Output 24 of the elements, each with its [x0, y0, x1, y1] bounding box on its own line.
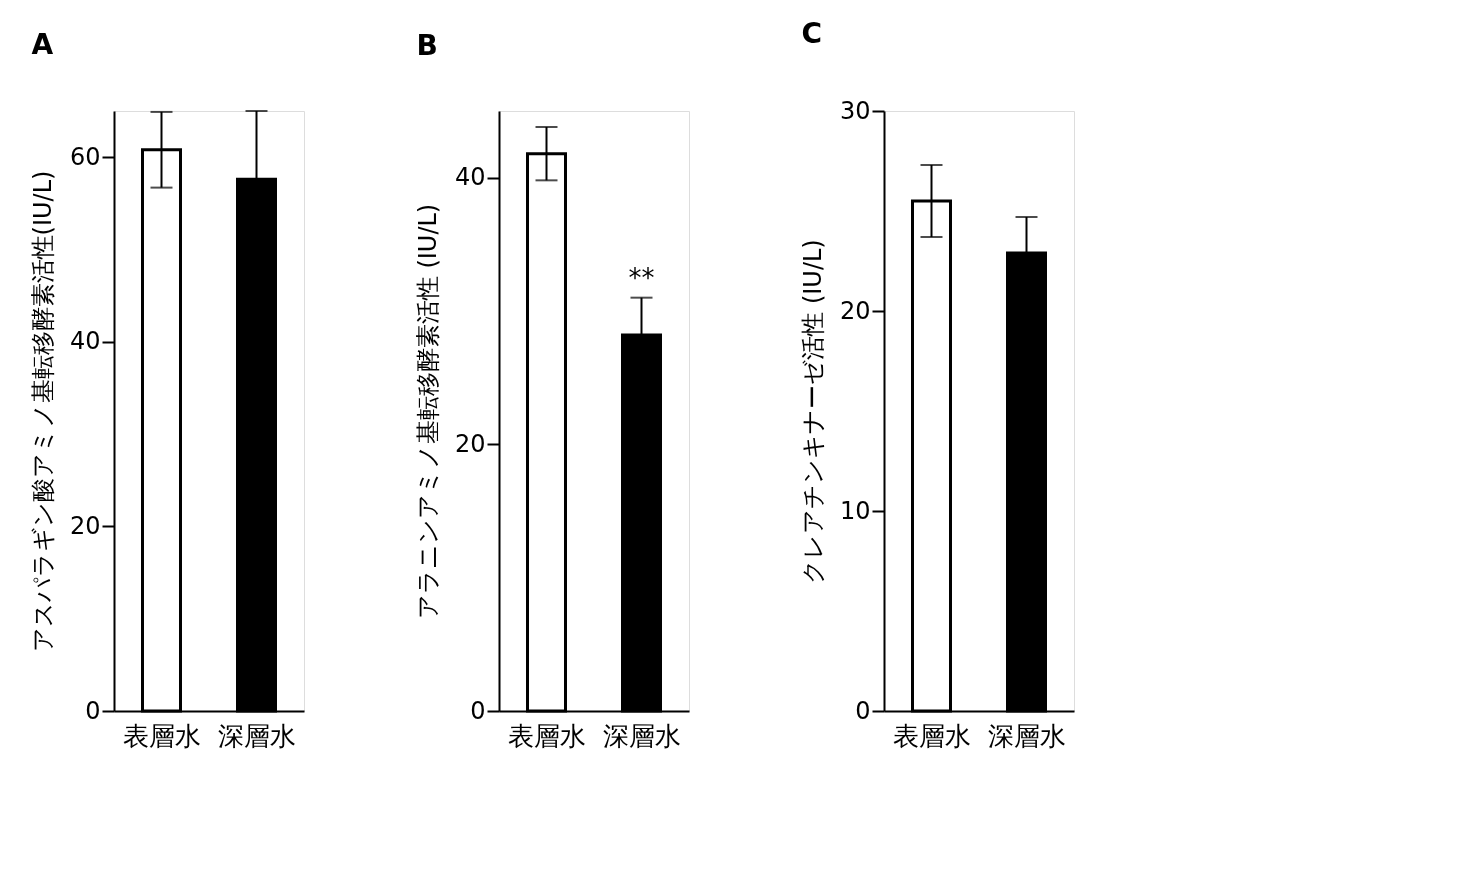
- x-tick-label: 表層水: [892, 720, 971, 751]
- chart-title: B: [416, 29, 438, 62]
- y-tick-label: 20: [454, 429, 486, 458]
- x-tick-label: 深層水: [987, 720, 1066, 751]
- x-tick-label: 深層水: [602, 720, 681, 751]
- chart-title: A: [31, 28, 54, 61]
- y-tick-label: 60: [69, 142, 101, 171]
- annotation: **: [628, 262, 655, 293]
- y-tick-label: 40: [69, 327, 101, 356]
- x-tick-label: 深層水: [217, 720, 296, 751]
- y-tick-label: 0: [470, 696, 486, 725]
- x-tick-label: 表層水: [122, 720, 201, 751]
- x-tick-label: 表層水: [507, 720, 586, 751]
- chart-title: C: [801, 17, 823, 50]
- y-tick-label: 40: [454, 163, 486, 192]
- y-tick-label: 0: [85, 696, 101, 725]
- y-tick-label: 20: [69, 511, 101, 540]
- y-axis-title: アスパラギン酸アミノ基転移酵素活性(IU/L): [28, 170, 57, 653]
- y-tick-label: 20: [839, 296, 871, 325]
- y-axis-title: クレアチンキナーゼ活性 (IU/L): [798, 239, 827, 584]
- y-tick-label: 10: [839, 496, 871, 525]
- y-axis-title: アラニンアミノ基転移酵素活性 (IU/L): [413, 203, 442, 620]
- y-tick-label: 0: [855, 696, 871, 725]
- y-tick-label: 30: [839, 96, 871, 125]
